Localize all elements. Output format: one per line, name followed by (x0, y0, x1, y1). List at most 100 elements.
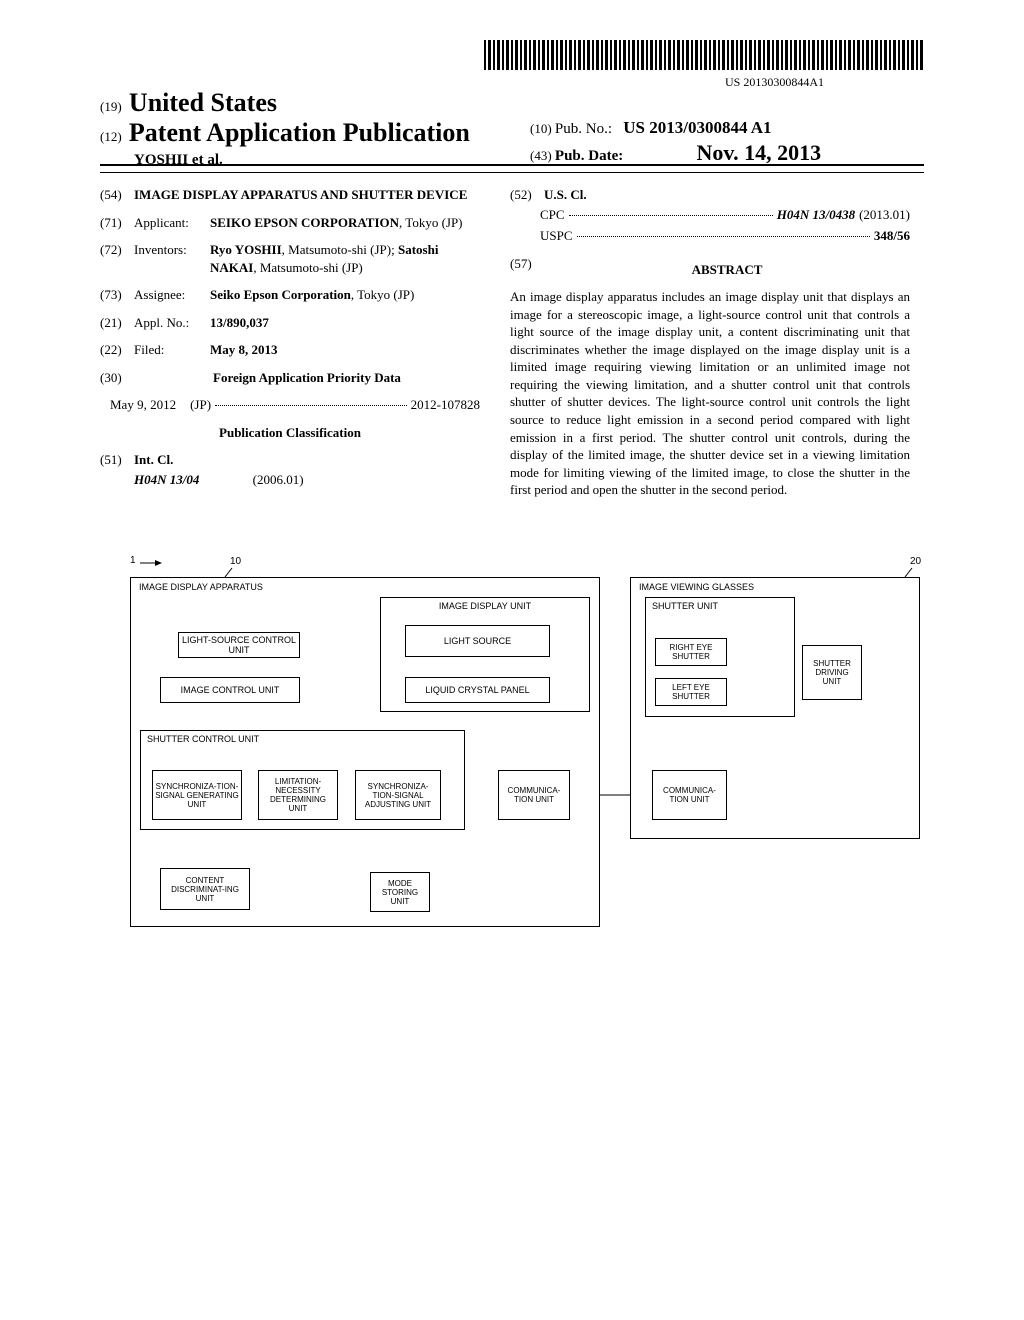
label-idu: IMAGE DISPLAY UNIT (439, 601, 531, 611)
rule-top (100, 164, 924, 166)
assignee: Seiko Epson Corporation (210, 287, 351, 302)
label-cdu: CONTENT DISCRIMINAT-ING UNIT (163, 876, 247, 903)
ref-10: 10 (230, 556, 241, 567)
box-ls: LIGHT SOURCE (405, 625, 550, 657)
label-res: RIGHT EYE SHUTTER (658, 643, 724, 661)
abstract-heading: ABSTRACT (544, 261, 910, 279)
cpc-label: CPC (540, 206, 565, 224)
header-left: (19) United States (12) Patent Applicati… (100, 88, 470, 169)
rule-bottom (100, 172, 924, 173)
code-54: (54) (100, 186, 134, 204)
box-les: LEFT EYE SHUTTER (655, 678, 727, 706)
box-sdu: SHUTTER DRIVING UNIT (802, 645, 862, 700)
ref-20: 20 (910, 556, 921, 567)
barcode (484, 30, 924, 70)
label-comm2: COMMUNICA-TION UNIT (655, 786, 724, 804)
label-comm1: COMMUNICA-TION UNIT (501, 786, 567, 804)
box-ssau: SYNCHRONIZA-TION-SIGNAL ADJUSTING UNIT (355, 770, 441, 820)
doc-type: Patent Application Publication (129, 118, 470, 147)
country: United States (129, 88, 277, 117)
inventors-label: Inventors: (134, 241, 210, 276)
box-lscu: LIGHT-SOURCE CONTROL UNIT (178, 632, 300, 658)
inventor1-loc: , Matsumoto-shi (JP); (282, 242, 398, 257)
label-scu: SHUTTER CONTROL UNIT (147, 734, 259, 744)
pub-no-label: Pub. No.: (555, 121, 612, 137)
int-cl: H04N 13/04 (134, 472, 199, 487)
pub-no: US 2013/0300844 A1 (623, 118, 771, 137)
label-sdu: SHUTTER DRIVING UNIT (805, 659, 859, 686)
left-column: (54) IMAGE DISPLAY APPARATUS AND SHUTTER… (100, 186, 480, 489)
label-msu: MODE STORING UNIT (373, 879, 427, 906)
appl-no: 13/890,037 (210, 314, 480, 332)
uspc-label: USPC (540, 227, 573, 245)
appl-label: Appl. No.: (134, 314, 210, 332)
filed: May 8, 2013 (210, 341, 480, 359)
priority-heading: Foreign Application Priority Data (134, 369, 480, 387)
box-msu: MODE STORING UNIT (370, 872, 430, 912)
label-lscu: LIGHT-SOURCE CONTROL UNIT (181, 635, 297, 655)
code-43: (43) (530, 148, 552, 163)
cpc: H04N 13/0438 (777, 206, 855, 224)
int-cl-label: Int. Cl. (134, 451, 173, 469)
code-10: (10) (530, 121, 552, 136)
inventor1: Ryo YOSHII (210, 242, 282, 257)
box-icu: IMAGE CONTROL UNIT (160, 677, 300, 703)
code-72: (72) (100, 241, 134, 276)
figure-diagram: 1 (130, 560, 920, 960)
abstract-text: An image display apparatus includes an i… (510, 288, 910, 499)
label-lcp: LIQUID CRYSTAL PANEL (425, 685, 529, 695)
right-column: (52) U.S. Cl. CPC H04N 13/0438 (2013.01)… (510, 186, 910, 499)
dots-leader (577, 227, 870, 237)
label-ssau: SYNCHRONIZA-TION-SIGNAL ADJUSTING UNIT (358, 782, 438, 809)
dots-leader (569, 206, 773, 216)
code-12: (12) (100, 129, 122, 144)
code-52: (52) (510, 186, 544, 204)
authors: YOSHII et al. (134, 152, 470, 169)
code-71: (71) (100, 214, 134, 232)
pub-date-label: Pub. Date: (555, 148, 623, 164)
box-ssgu: SYNCHRONIZA-TION-SIGNAL GENERATING UNIT (152, 770, 242, 820)
code-21: (21) (100, 314, 134, 332)
label-ida: IMAGE DISPLAY APPARATUS (139, 582, 263, 592)
label-lndu: LIMITATION-NECESSITY DETERMINING UNIT (261, 777, 335, 813)
label-ivg: IMAGE VIEWING GLASSES (639, 582, 754, 592)
int-cl-year: (2006.01) (253, 472, 304, 487)
ref-1: 1 (130, 555, 136, 566)
code-30: (30) (100, 369, 134, 387)
box-cdu: CONTENT DISCRIMINAT-ING UNIT (160, 868, 250, 910)
applicant-label: Applicant: (134, 214, 210, 232)
header-right: (10) Pub. No.: US 2013/0300844 A1 (43) P… (530, 118, 821, 166)
cpc-year: (2013.01) (859, 206, 910, 224)
patent-title: IMAGE DISPLAY APPARATUS AND SHUTTER DEVI… (134, 186, 467, 204)
label-ssgu: SYNCHRONIZA-TION-SIGNAL GENERATING UNIT (155, 782, 239, 809)
priority-country: (JP) (190, 396, 211, 414)
priority-no: 2012-107828 (411, 396, 480, 414)
classification-heading: Publication Classification (100, 424, 480, 442)
code-57: (57) (510, 255, 544, 289)
box-lcp: LIQUID CRYSTAL PANEL (405, 677, 550, 703)
box-comm1: COMMUNICA-TION UNIT (498, 770, 570, 820)
inventor2-loc: , Matsumoto-shi (JP) (253, 260, 362, 275)
filed-label: Filed: (134, 341, 210, 359)
priority-line: May 9, 2012 (JP) 2012-107828 (110, 396, 480, 414)
label-icu: IMAGE CONTROL UNIT (181, 685, 280, 695)
code-51: (51) (100, 451, 134, 469)
pub-date: Nov. 14, 2013 (697, 140, 822, 166)
assignee-label: Assignee: (134, 286, 210, 304)
barcode-lines (484, 40, 924, 70)
applicant-loc: , Tokyo (JP) (399, 215, 463, 230)
uspc: 348/56 (874, 227, 910, 245)
label-les: LEFT EYE SHUTTER (658, 683, 724, 701)
us-cl-label: U.S. Cl. (544, 186, 587, 204)
applicant: SEIKO EPSON CORPORATION (210, 215, 399, 230)
label-su: SHUTTER UNIT (652, 601, 718, 611)
box-comm2: COMMUNICA-TION UNIT (652, 770, 727, 820)
priority-date: May 9, 2012 (110, 396, 176, 414)
barcode-text: US 20130300844A1 (725, 75, 824, 90)
box-lndu: LIMITATION-NECESSITY DETERMINING UNIT (258, 770, 338, 820)
code-73: (73) (100, 286, 134, 304)
box-res: RIGHT EYE SHUTTER (655, 638, 727, 666)
code-22: (22) (100, 341, 134, 359)
dots-leader (215, 396, 407, 406)
label-ls: LIGHT SOURCE (444, 636, 511, 646)
